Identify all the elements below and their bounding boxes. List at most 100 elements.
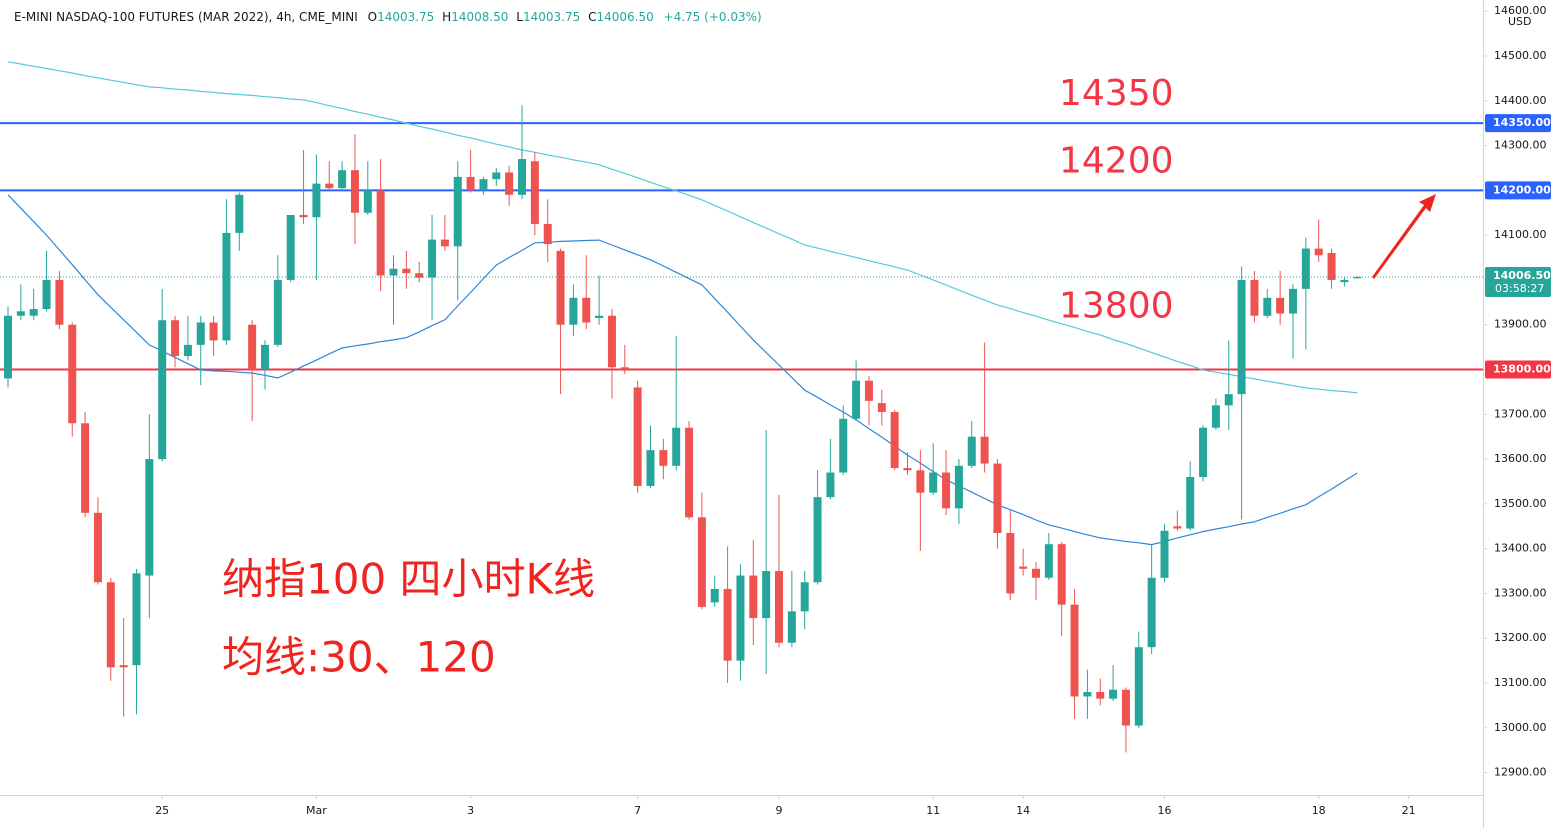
candle-body — [916, 470, 925, 493]
candle-body — [1224, 394, 1233, 406]
ohlc-letter: C — [588, 10, 596, 24]
countdown: 03:58:27 — [1495, 282, 1544, 295]
y-tick-label: 14500.00 — [1494, 49, 1547, 62]
candle-body — [1019, 566, 1028, 569]
candle-body — [1276, 297, 1285, 314]
currency: USD — [1508, 15, 1532, 28]
candle-body — [1044, 544, 1053, 578]
candle-body — [595, 315, 604, 318]
candle-body — [145, 459, 154, 576]
last-price-label: 14006.50 — [1493, 269, 1551, 282]
candle-body — [1032, 568, 1040, 578]
candle-body — [1250, 279, 1259, 316]
candle-body — [299, 214, 308, 218]
candle-body — [723, 588, 732, 661]
candle-body — [42, 279, 51, 310]
candle-body — [1147, 577, 1156, 648]
candle-body — [672, 427, 681, 466]
candle-body — [518, 159, 526, 195]
candle-body — [312, 183, 321, 218]
candle-body — [1353, 277, 1362, 279]
candle-body — [877, 403, 886, 413]
annotation: 纳指100 四小时K线 — [222, 555, 595, 604]
legend-header: E-MINI NASDAQ-100 FUTURES (MAR 2022), 4h… — [14, 10, 762, 24]
candle-body — [685, 427, 694, 518]
y-tick-label: 13700.00 — [1494, 407, 1547, 420]
candle-body — [1006, 532, 1015, 594]
candle-body — [839, 418, 848, 473]
candle-body — [119, 665, 128, 668]
y-tick-label: 13200.00 — [1494, 631, 1547, 644]
candle-body — [890, 412, 899, 469]
ohlc-letter: L — [516, 10, 523, 24]
candle-body — [1121, 689, 1130, 726]
candle-body — [1096, 691, 1105, 699]
x-tick-label: 11 — [926, 804, 940, 817]
x-tick-label: 25 — [155, 804, 169, 817]
level-annotation: 13800 — [1059, 286, 1174, 327]
candle-body — [402, 268, 411, 274]
ohlc-letter: H — [442, 10, 451, 24]
candle-body — [106, 582, 115, 668]
y-tick-label: 14100.00 — [1494, 228, 1547, 241]
candle-body — [415, 273, 424, 278]
candle-body — [505, 172, 514, 195]
candle-body — [158, 320, 167, 460]
x-tick-label: 18 — [1312, 804, 1326, 817]
plot-area — [0, 61, 1483, 753]
y-tick-label: 13500.00 — [1494, 497, 1547, 510]
candle-body — [171, 320, 180, 357]
candle-body — [479, 179, 488, 191]
moving-average — [7, 194, 1358, 546]
candle-body — [132, 573, 141, 666]
candle-body — [582, 297, 591, 323]
y-tick-label: 14300.00 — [1494, 139, 1547, 152]
y-tick-label: 12900.00 — [1494, 766, 1547, 779]
candle-body — [697, 517, 706, 607]
candle-body — [1289, 288, 1297, 314]
level-label-box — [1485, 114, 1551, 133]
ohlc-value: 14006.50 — [596, 10, 653, 24]
y-tick-label: 13600.00 — [1494, 452, 1547, 465]
x-tick-label: 16 — [1158, 804, 1172, 817]
candle-body — [93, 512, 102, 583]
candle-body — [1237, 279, 1246, 395]
candle-body — [286, 214, 295, 280]
candle-body — [864, 380, 873, 401]
candle-body — [993, 463, 1002, 533]
candle-body — [428, 239, 437, 278]
candle-body — [1057, 544, 1066, 605]
candle-body — [646, 450, 655, 486]
candle-body — [556, 250, 565, 325]
change: +4.75 (+0.03%) — [664, 10, 762, 24]
level-label-box — [1485, 181, 1551, 200]
x-tick-label: Mar — [306, 804, 327, 817]
candle-body — [1327, 253, 1336, 280]
y-tick-label: 13000.00 — [1494, 721, 1547, 734]
level-label: 13800.00 — [1493, 363, 1551, 376]
y-tick-label: 13900.00 — [1494, 318, 1547, 331]
candle-body — [492, 172, 501, 180]
candle-body — [1173, 526, 1182, 529]
candle-body — [1160, 530, 1169, 578]
candle-body — [1301, 248, 1310, 289]
candle-body — [775, 571, 783, 643]
candle-body — [350, 170, 359, 213]
candle-body — [16, 311, 25, 316]
price-axis: 12900.00 13000.00 13100.00 13200.00 13300.00… — [155, 4, 1551, 817]
level-label: 14350.00 — [1493, 116, 1551, 129]
candle-body — [453, 176, 462, 247]
candle-body — [273, 279, 282, 345]
symbol: E-MINI NASDAQ-100 FUTURES (MAR 2022), 4h… — [14, 10, 358, 24]
candle-body — [1134, 647, 1143, 726]
candle-body — [942, 472, 951, 509]
candle-body — [852, 380, 861, 419]
candle-body — [1263, 297, 1272, 316]
ohlc-value: 14003.75 — [377, 10, 434, 24]
level-label: 14200.00 — [1493, 183, 1551, 196]
candle-body — [980, 436, 989, 464]
candle-body — [1083, 691, 1092, 697]
y-tick-label: 13400.00 — [1494, 542, 1547, 555]
